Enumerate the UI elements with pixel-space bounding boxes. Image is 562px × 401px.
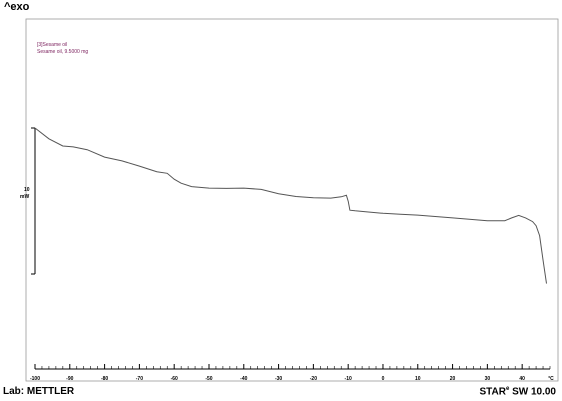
- x-tick-label: -30: [275, 376, 282, 382]
- plot-frame: [25, 18, 559, 382]
- footer-lab-label: Lab: METTLER: [3, 386, 75, 397]
- exo-direction-label: ^exo: [4, 1, 30, 13]
- x-tick-label: -80: [101, 376, 108, 382]
- x-tick-label: -70: [136, 376, 143, 382]
- x-axis-unit-label: °C: [548, 376, 554, 382]
- x-tick-label: 20: [450, 376, 456, 382]
- x-tick-label: -100: [30, 376, 40, 382]
- software-version: SW 10.00: [509, 386, 556, 398]
- x-axis: -100 -90 -80 -70 -60 -50 -40 -30 -20 -10 0 10 20 30 40…: [30, 364, 554, 382]
- scale-bar: [31, 127, 36, 275]
- x-tick-label: 40: [519, 376, 525, 382]
- x-tick-label: -10: [345, 376, 352, 382]
- scale-bar-unit: mW: [20, 194, 30, 200]
- heat-flow-curve: [34, 127, 547, 284]
- legend-curve-id: [3]Sesame oil: [37, 42, 68, 48]
- scale-bar-value: 10: [24, 187, 30, 193]
- legend-sample-info: Sesame oil, 9.5000 mg: [37, 49, 89, 55]
- x-tick-label: -40: [240, 376, 247, 382]
- x-tick-label: 0: [382, 376, 385, 382]
- footer-software-label: STARe SW 10.00: [479, 386, 556, 397]
- x-tick-label: 10: [415, 376, 421, 382]
- x-tick-label: -60: [171, 376, 178, 382]
- software-name: STAR: [479, 386, 506, 398]
- x-tick-label: -90: [66, 376, 73, 382]
- software-superscript: e: [505, 386, 510, 392]
- x-tick-label: -50: [205, 376, 212, 382]
- x-tick-label: -20: [310, 376, 317, 382]
- x-tick-label: 30: [485, 376, 491, 382]
